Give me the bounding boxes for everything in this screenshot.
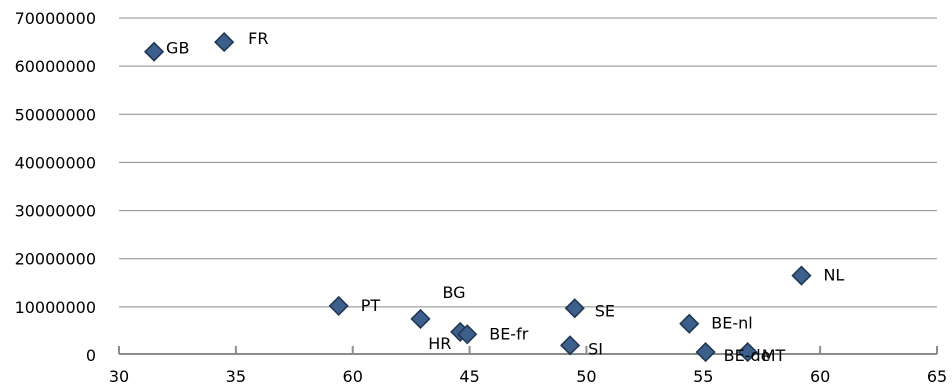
x-tick-label: 65 xyxy=(927,367,947,386)
data-point-be-nl xyxy=(679,313,700,334)
y-tick-label: 50000000 xyxy=(15,105,96,124)
y-tick-label: 10000000 xyxy=(15,298,96,317)
x-tick-label: 55 xyxy=(693,367,713,386)
point-label-pt: PT xyxy=(361,296,381,315)
data-point-se xyxy=(564,298,585,319)
point-label-hr: HR xyxy=(428,334,451,353)
point-label-fr: FR xyxy=(248,29,268,48)
x-tick-labels: 30 35 60 45 50 55 60 65 xyxy=(109,367,947,386)
data-point-si xyxy=(560,335,581,356)
x-axis xyxy=(118,346,938,355)
y-tick-label: 70000000 xyxy=(15,9,96,28)
point-label-mt: MT xyxy=(762,346,786,365)
data-point-be-de xyxy=(695,342,716,363)
y-tick-label: 60000000 xyxy=(15,57,96,76)
data-point-be-fr xyxy=(457,324,478,345)
point-label-si: SI xyxy=(588,339,603,358)
x-tick-label: 60 xyxy=(810,367,830,386)
data-point-fr xyxy=(214,32,235,53)
point-label-be-fr: BE-fr xyxy=(489,324,528,343)
gridlines xyxy=(119,17,937,308)
y-tick-label: 30000000 xyxy=(15,202,96,221)
data-point-nl xyxy=(791,265,812,286)
y-tick-label: 40000000 xyxy=(15,153,96,172)
point-label-be-de: BE-de xyxy=(724,346,771,365)
x-tick-label: 50 xyxy=(576,367,596,386)
y-tick-label: 0 xyxy=(86,346,96,365)
x-tick-label: 30 xyxy=(109,367,129,386)
point-label-be-nl: BE-nl xyxy=(711,314,752,333)
data-points xyxy=(143,32,812,363)
data-point-mt xyxy=(737,342,758,363)
point-label-nl: NL xyxy=(823,266,844,285)
data-point-pt xyxy=(328,295,349,316)
point-label-gb: GB xyxy=(166,39,189,58)
data-point-gb xyxy=(143,41,165,62)
x-tick-label: 45 xyxy=(459,367,479,386)
y-tick-label: 20000000 xyxy=(15,250,96,269)
data-point-bg xyxy=(410,308,431,329)
point-label-bg: BG xyxy=(442,283,465,302)
x-tick-label: 35 xyxy=(226,367,246,386)
x-tick-label: 60 xyxy=(343,367,363,386)
point-label-se: SE xyxy=(595,301,615,320)
y-tick-labels: 0 10000000 20000000 30000000 40000000 5000000… xyxy=(15,9,96,365)
